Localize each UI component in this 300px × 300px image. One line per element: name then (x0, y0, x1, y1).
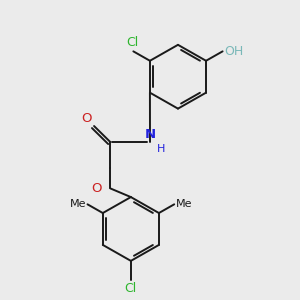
Text: Cl: Cl (126, 36, 138, 49)
Text: Me: Me (70, 199, 86, 209)
Text: N: N (144, 128, 156, 140)
Text: OH: OH (224, 45, 243, 58)
Text: Cl: Cl (125, 282, 137, 295)
Text: O: O (91, 182, 101, 195)
Text: O: O (81, 112, 92, 124)
Text: H: H (157, 144, 165, 154)
Text: Me: Me (176, 199, 192, 209)
